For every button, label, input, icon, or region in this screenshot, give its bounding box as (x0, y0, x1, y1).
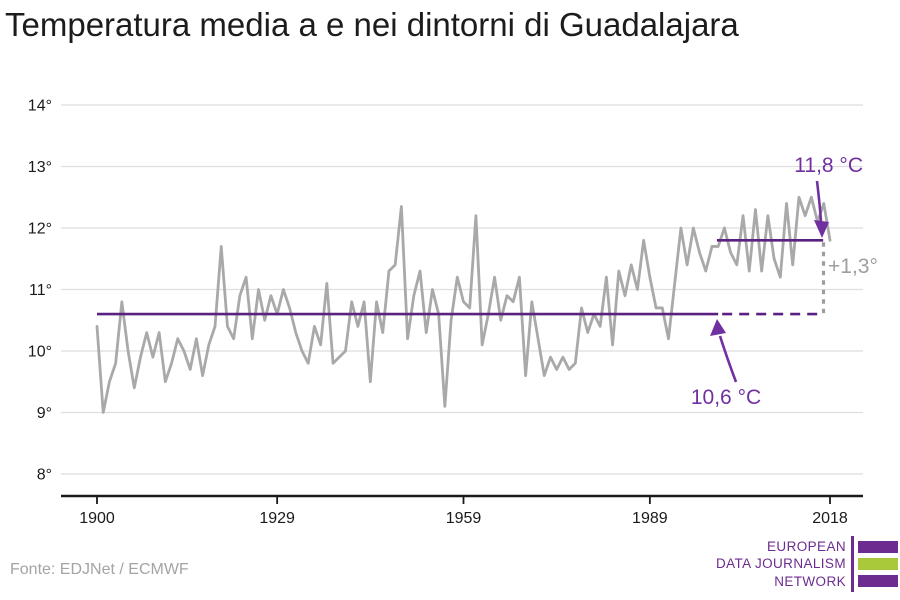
y-tick-label: 12° (28, 221, 52, 238)
logo-line-data-journalism: DATA JOURNALISM (715, 556, 846, 572)
arrow-head-to-avg-1900-2000 (710, 319, 726, 336)
arrow-stem-to-avg-2000-2018 (815, 180, 823, 223)
delta-label: +1,3° (828, 255, 878, 278)
x-tick-label: 1929 (259, 510, 295, 527)
y-tick-label: 13° (28, 159, 52, 176)
edjnet-logo: EUROPEAN DATA JOURNALISM NETWORK (716, 536, 898, 592)
logo-bar-middle-green (858, 558, 898, 570)
x-tick-label: 1900 (79, 510, 115, 527)
temperature-series-line (95, 195, 832, 414)
logo-flag-bars (858, 536, 898, 592)
logo-bar-top-purple (858, 540, 898, 553)
logo-line-network: NETWORK (774, 573, 846, 589)
source-note: Fonte: EDJNet / ECMWF (10, 561, 189, 578)
temperature-line-chart: 14° 13° 12° 11° 10° 9° 8° 1900 1929 1959 1989 2018 1… (28, 98, 878, 528)
x-tick-label: 1959 (446, 510, 482, 527)
arrow-stem-to-avg-1900-2000 (718, 335, 738, 383)
y-tick-label: 14° (28, 98, 52, 115)
x-tick-label: 1989 (632, 510, 668, 527)
arrow-head-to-avg-2000-2018 (814, 220, 829, 238)
logo-divider-bar (851, 536, 854, 592)
avg-1900-2000-label: 10,6 °C (691, 386, 761, 409)
avg-2000-2018-label: 11,8 °C (794, 154, 863, 177)
y-tick-label: 8° (37, 467, 52, 484)
logo-line-european: EUROPEAN (767, 539, 846, 555)
chart-title: Temperatura media a e nei dintorni di Gu… (5, 6, 739, 43)
y-tick-label: 10° (28, 344, 52, 361)
y-tick-label: 11° (29, 282, 52, 299)
logo-bar-bottom-purple (858, 575, 898, 588)
y-tick-label: 9° (37, 405, 52, 422)
edjnet-logo-text: EUROPEAN DATA JOURNALISM NETWORK (716, 536, 851, 592)
x-tick-label: 2018 (812, 510, 848, 527)
